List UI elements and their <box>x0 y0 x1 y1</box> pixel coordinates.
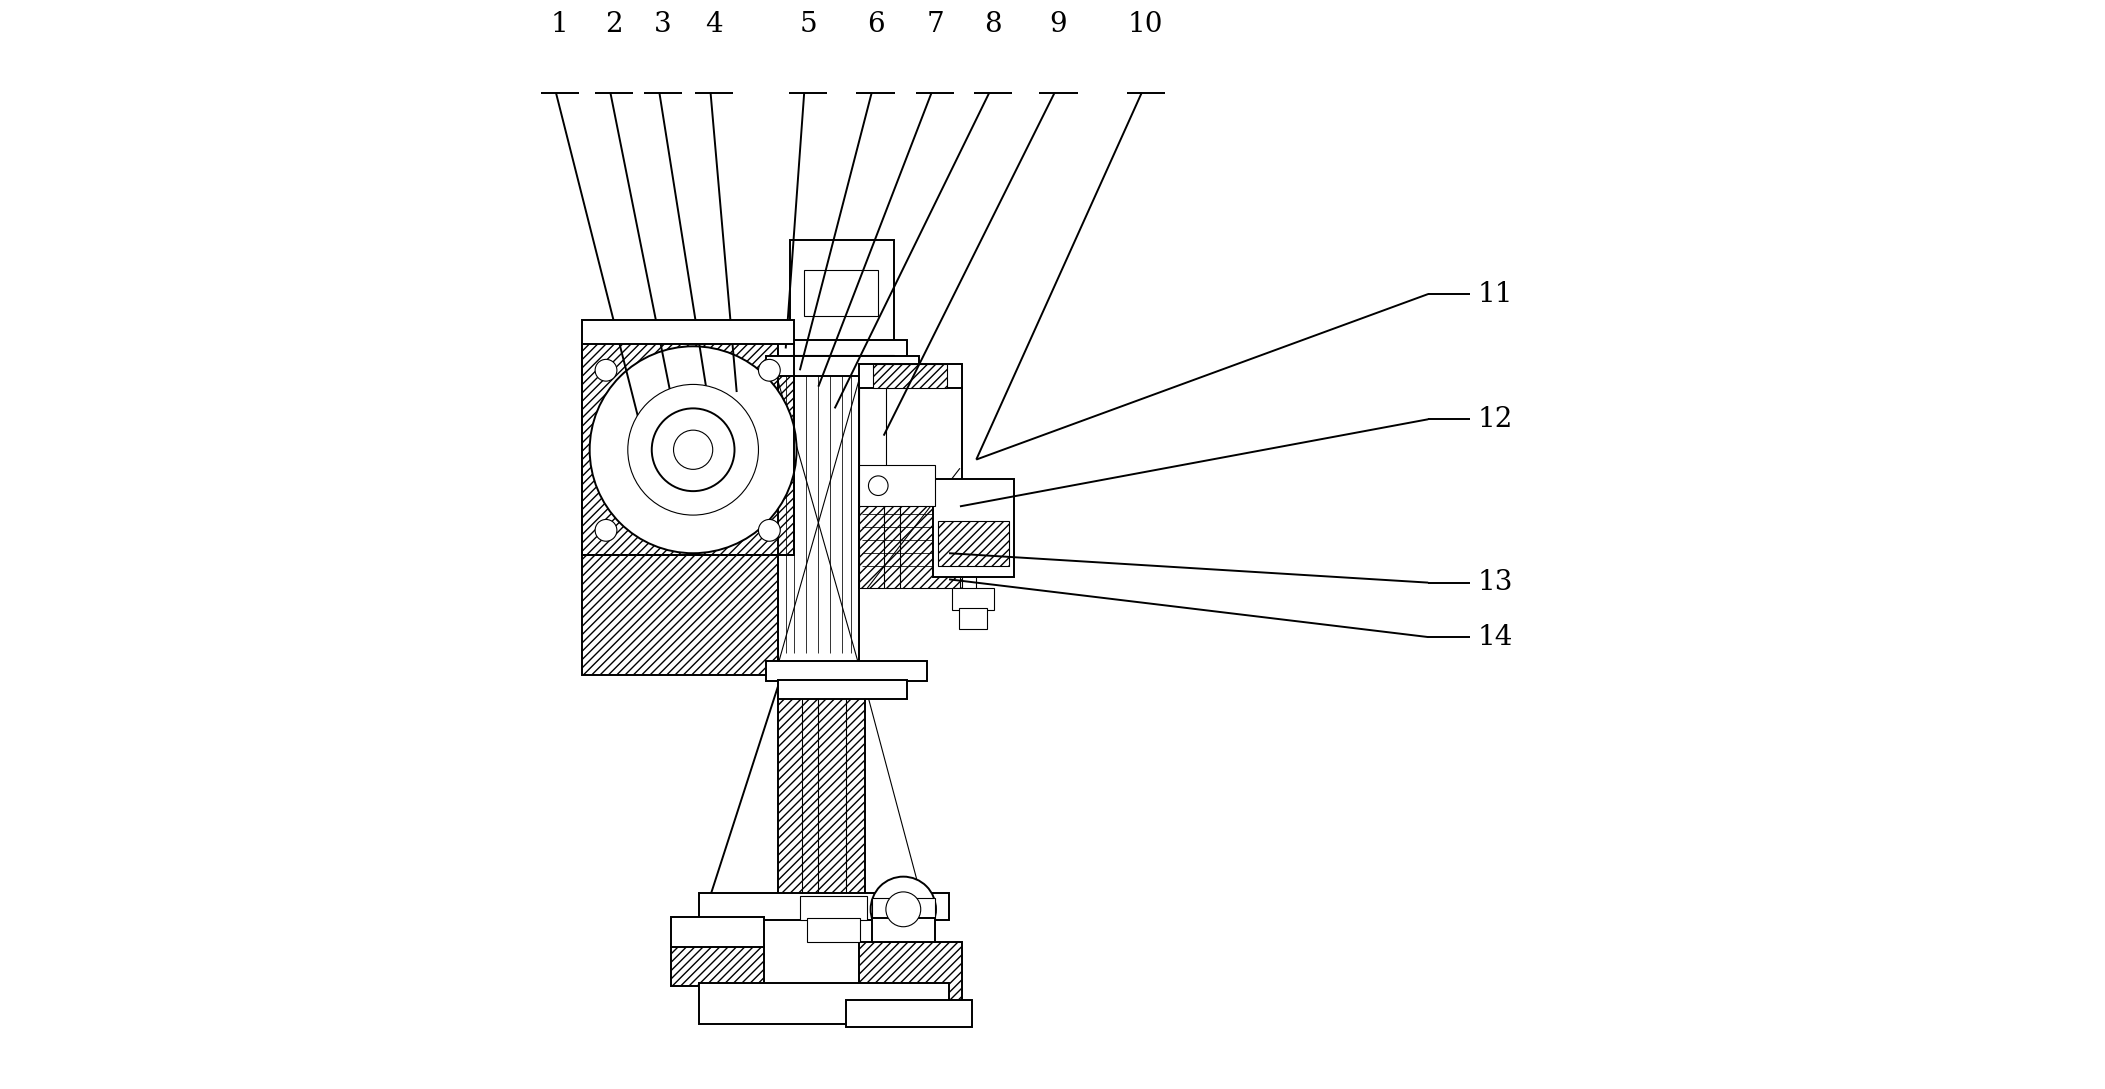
Bar <box>960 608 987 629</box>
Bar <box>789 355 893 370</box>
Bar <box>859 465 935 506</box>
Bar <box>800 896 867 920</box>
Text: 9: 9 <box>1050 11 1067 38</box>
Text: 11: 11 <box>1478 281 1513 307</box>
Text: 5: 5 <box>800 11 817 38</box>
Text: 14: 14 <box>1478 624 1513 650</box>
Bar <box>671 917 764 947</box>
Circle shape <box>589 346 796 553</box>
Circle shape <box>627 384 758 515</box>
Bar <box>846 1000 973 1027</box>
Bar <box>933 479 1015 577</box>
Text: 4: 4 <box>705 11 724 38</box>
Circle shape <box>653 408 735 491</box>
Bar <box>939 521 1008 566</box>
Bar <box>779 340 907 357</box>
Bar <box>859 501 962 588</box>
Circle shape <box>869 476 888 495</box>
Circle shape <box>596 359 617 381</box>
Bar <box>583 343 794 555</box>
Bar <box>871 918 935 942</box>
Bar <box>789 240 893 343</box>
Circle shape <box>596 519 617 541</box>
Bar <box>699 983 949 1024</box>
Text: 3: 3 <box>655 11 671 38</box>
Text: 1: 1 <box>552 11 568 38</box>
Text: 6: 6 <box>867 11 884 38</box>
Text: 2: 2 <box>606 11 623 38</box>
Bar <box>583 320 794 344</box>
Text: 13: 13 <box>1478 570 1513 596</box>
Text: 8: 8 <box>985 11 1002 38</box>
Circle shape <box>758 519 781 541</box>
Bar <box>808 918 859 942</box>
Circle shape <box>886 892 920 927</box>
Text: 7: 7 <box>926 11 945 38</box>
Bar <box>779 680 907 699</box>
Bar <box>859 387 962 588</box>
Bar <box>859 387 886 468</box>
Circle shape <box>758 359 781 381</box>
Bar <box>874 364 947 388</box>
Bar <box>859 364 962 388</box>
Text: 12: 12 <box>1478 406 1513 432</box>
Bar <box>871 898 935 920</box>
Circle shape <box>674 430 714 469</box>
Bar <box>859 942 962 1024</box>
Bar <box>766 356 918 376</box>
Bar <box>779 697 865 898</box>
Bar <box>766 661 928 681</box>
Bar <box>804 270 878 316</box>
Bar <box>951 588 994 610</box>
Bar <box>699 893 949 920</box>
Bar <box>583 343 794 555</box>
Bar <box>671 944 764 986</box>
Polygon shape <box>583 555 779 675</box>
Text: 10: 10 <box>1128 11 1164 38</box>
Circle shape <box>871 877 937 942</box>
